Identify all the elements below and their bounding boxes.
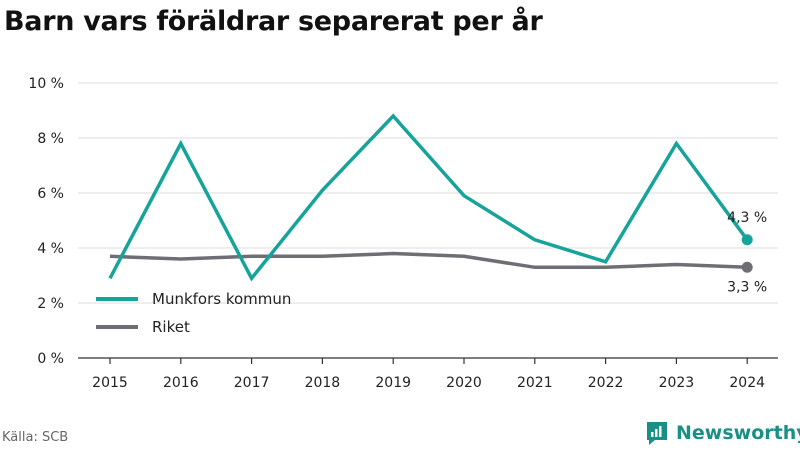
x-tick-label: 2015 [92,375,128,391]
x-tick-label: 2020 [446,375,482,391]
series-endpoints: 4,3 % 3,3 % [727,210,767,296]
y-tick-label: 0 % [37,351,64,367]
x-tick-label: 2022 [588,375,624,391]
series-lines [108,113,749,282]
brand-logo: Newsworthy [644,420,800,446]
chart-title: Barn vars föräldrar separerat per år [4,6,543,37]
y-tick-label: 10 % [28,76,64,92]
y-tick-label: 8 % [37,131,64,147]
legend-label: Munkfors kommun [152,290,291,308]
source-note: Källa: SCB [2,430,69,445]
grid-lines [78,82,778,359]
newsworthy-logo-icon [647,422,667,445]
x-tick-labels: 2015 2016 2017 2018 2019 2020 2021 2022 2023 2024 [92,358,765,391]
legend: Munkfors kommun Riket [96,290,291,336]
x-tick-label: 2024 [729,375,765,391]
x-tick-label: 2019 [375,375,411,391]
series-line [109,251,748,270]
brand-name: Newsworthy [676,422,800,444]
legend-label: Riket [152,318,190,336]
x-tick-label: 2021 [517,375,553,391]
x-tick-label: 2018 [305,375,341,391]
y-tick-labels: 0 % 2 % 4 % 6 % 8 % 10 % [28,76,64,367]
x-tick-label: 2023 [659,375,695,391]
y-tick-label: 6 % [37,186,64,202]
x-tick-label: 2017 [234,375,270,391]
end-value-label: 4,3 % [727,210,767,226]
end-value-label: 3,3 % [727,279,767,295]
series-end-marker [741,261,753,273]
y-tick-label: 2 % [37,296,64,312]
y-tick-label: 4 % [37,241,64,257]
series-end-marker [741,234,753,246]
x-tick-label: 2016 [163,375,199,391]
series-line [108,113,749,282]
